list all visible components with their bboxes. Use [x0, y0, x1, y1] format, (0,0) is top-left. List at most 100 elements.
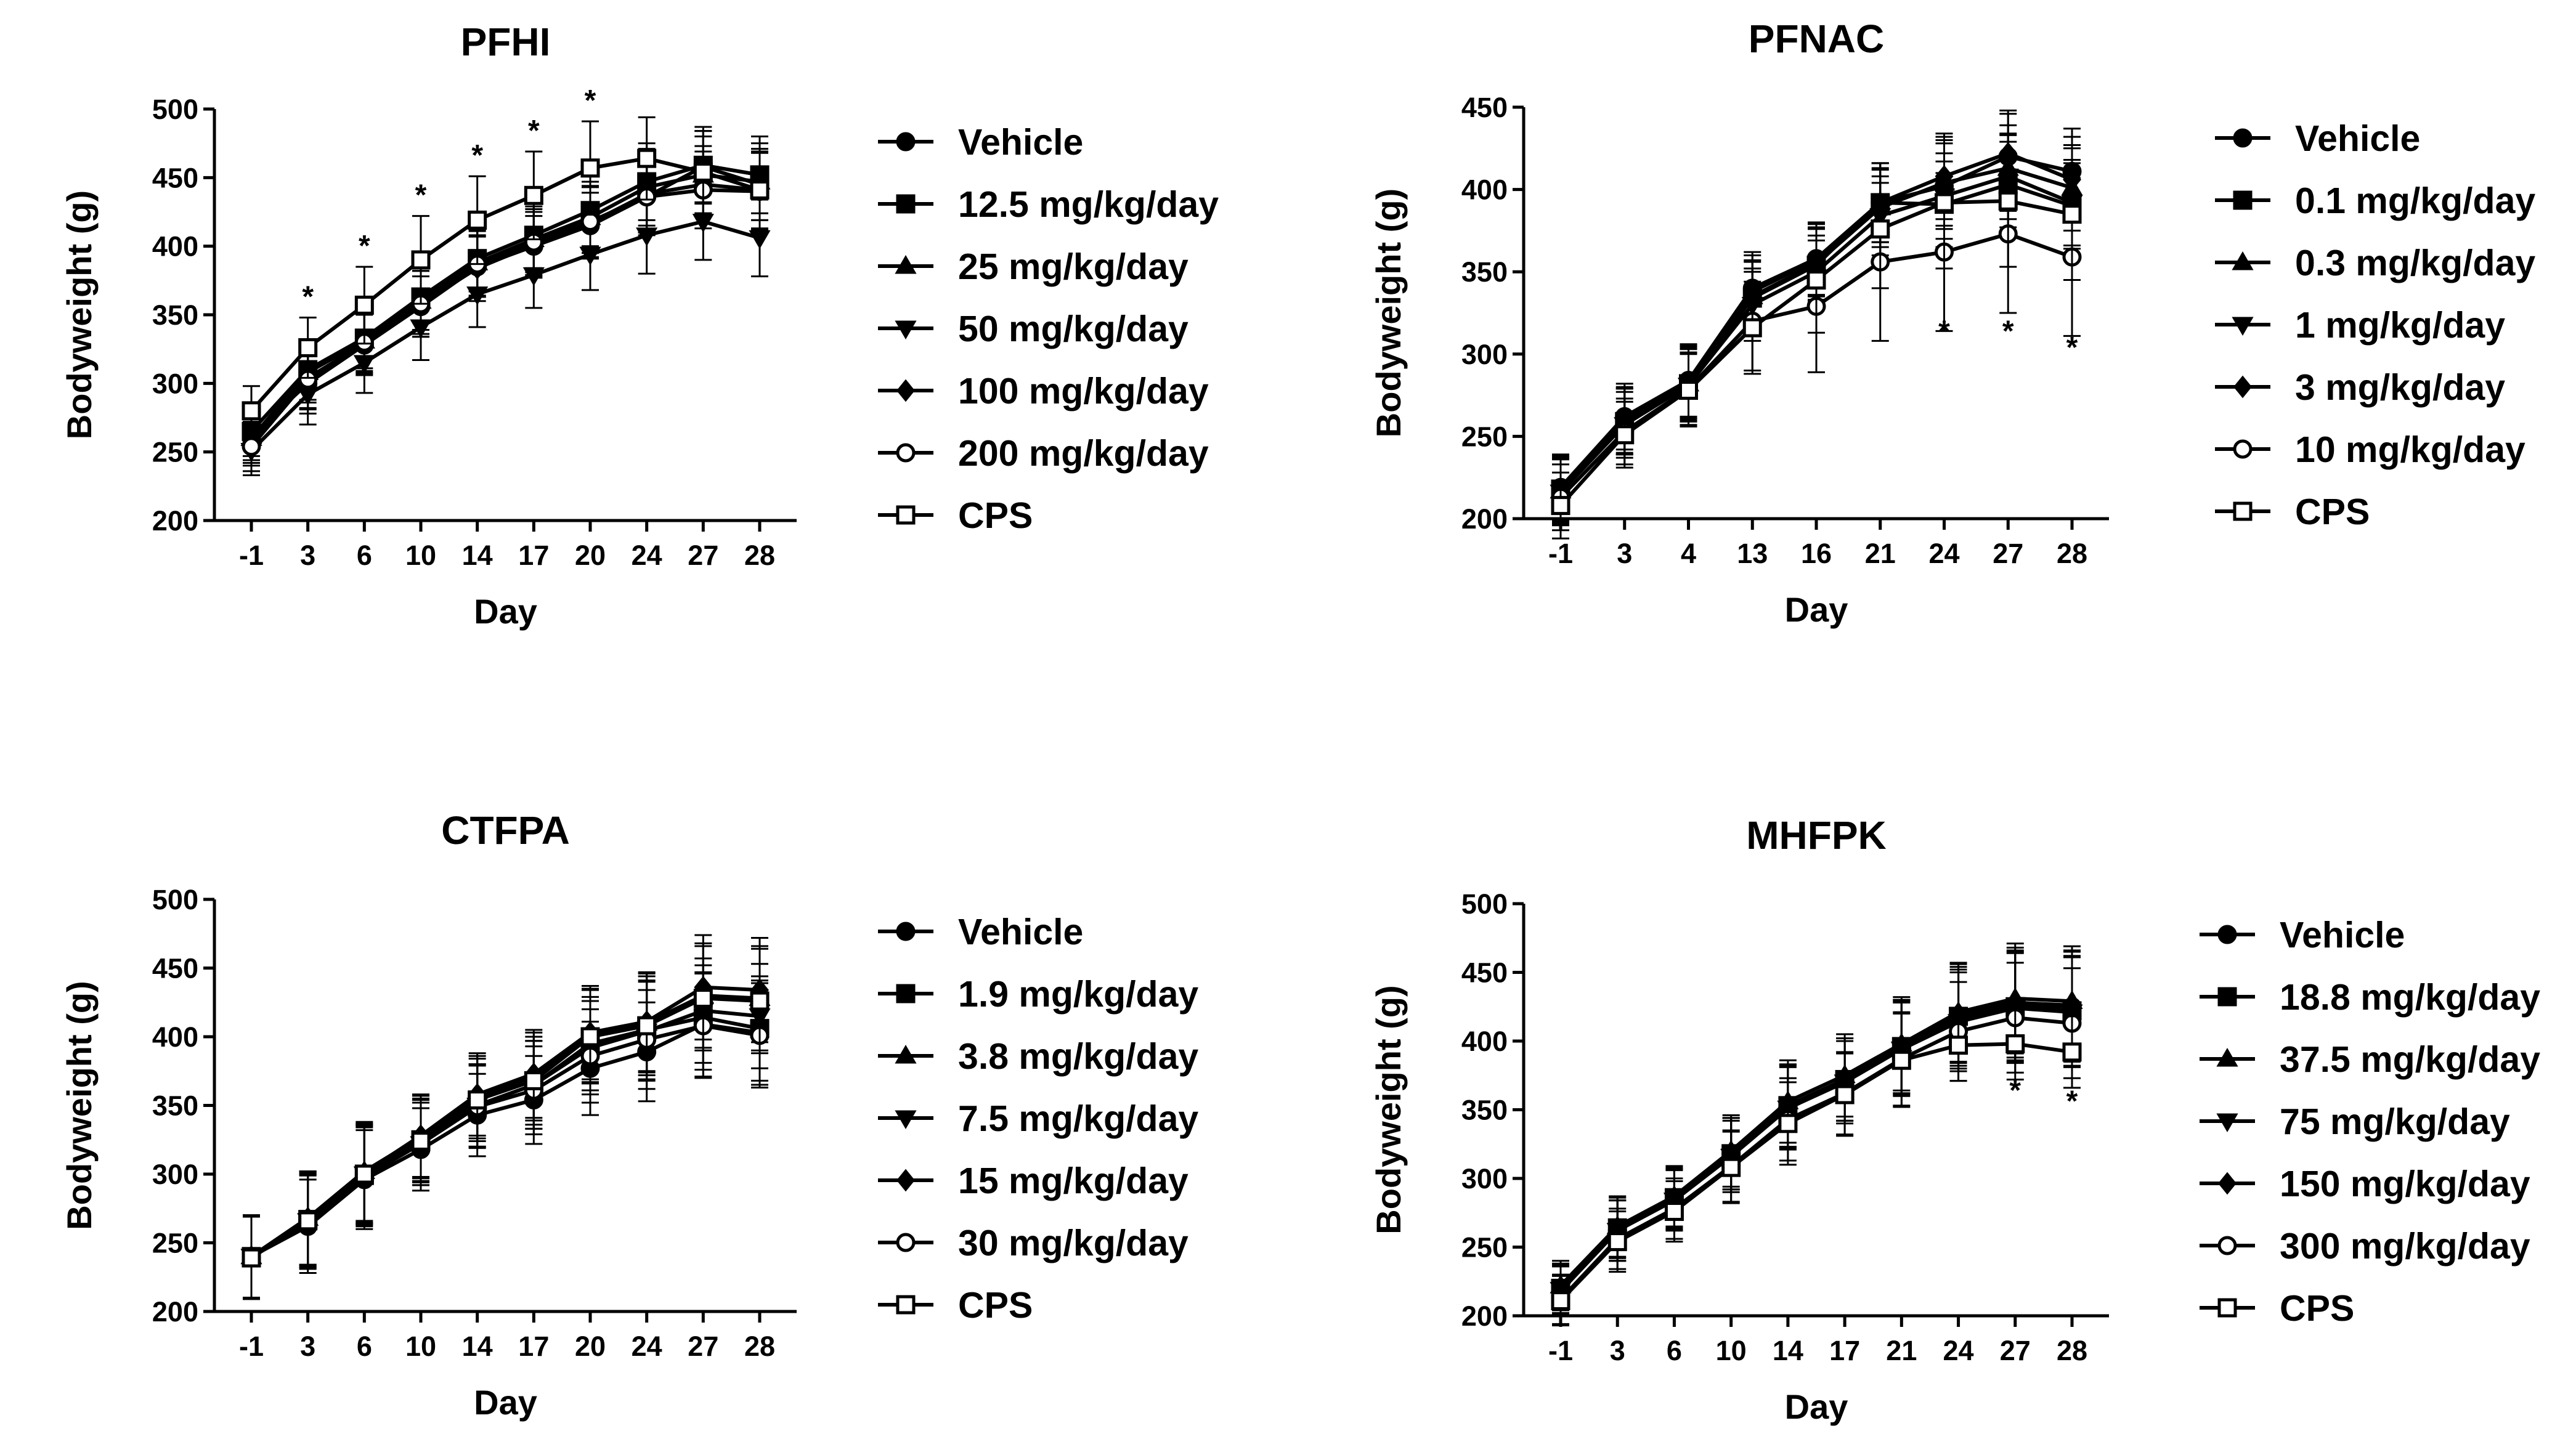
pfnac-legend-label: CPS [2295, 492, 2370, 532]
pfhi-x-tick-label: 20 [575, 540, 606, 571]
pfnac-x-tick-label: 28 [2057, 538, 2087, 569]
ctfpa-legend-marker [896, 984, 916, 1003]
ctfpa-series-line [250, 1024, 760, 1259]
pfnac-x-tick-label: 16 [1801, 538, 1832, 569]
ctfpa-x-label: Day [474, 1383, 537, 1422]
pfhi-legend-label: CPS [958, 495, 1033, 536]
ctfpa-title: CTFPA [441, 808, 570, 853]
pfhi-x-label: Day [474, 592, 537, 631]
pfhi-legend-marker [896, 505, 916, 525]
pfhi-legend-marker [896, 194, 916, 214]
pfhi-significance-star: * [302, 280, 314, 313]
mhfpk-y-tick-label: 300 [1461, 1163, 1508, 1194]
mhfpk-y-tick-label: 450 [1461, 957, 1508, 989]
ctfpa-legend-label: 3.8 mg/kg/day [958, 1036, 1198, 1077]
pfnac-y-tick-label: 400 [1461, 174, 1508, 206]
pfnac-y-tick-label: 300 [1461, 339, 1508, 370]
ctfpa-series-line [250, 985, 760, 1259]
ctfpa-x-tick-label: 20 [575, 1331, 606, 1362]
ctfpa-legend-marker [896, 1169, 915, 1192]
panel-pfnac: PFNAC 200 250 300 350 400 450 -1 3 4 13 16 21 24 27 28 D… [1369, 17, 2535, 629]
ctfpa-legend-marker [895, 1044, 917, 1064]
pfhi-title: PFHI [461, 20, 551, 64]
mhfpk-series-line [1559, 996, 2073, 1287]
ctfpa-series-3 [240, 957, 771, 1299]
ctfpa-x-tick-label: 14 [462, 1331, 493, 1362]
pfhi-x-tick-label: 27 [688, 540, 718, 571]
ctfpa-legend-label: Vehicle [958, 912, 1083, 952]
pfnac-x-tick-label: 24 [1928, 538, 1959, 569]
pfnac-legend-label: 1 mg/kg/day [2295, 305, 2505, 346]
pfnac-legend-label: 3 mg/kg/day [2295, 367, 2505, 408]
mhfpk-legend-marker [2217, 1298, 2237, 1318]
pfhi-significance-star: * [471, 139, 483, 172]
ctfpa-data-point [580, 1027, 600, 1047]
pfnac-data-point [1998, 191, 2018, 211]
mhfpk-significance-star: * [2066, 1085, 2078, 1118]
mhfpk-legend-marker [2217, 925, 2237, 944]
pfnac-x-label: Day [1785, 590, 1848, 629]
pfhi-x-tick-label: 10 [405, 540, 436, 571]
mhfpk-series-line [1559, 1000, 2073, 1292]
pfhi-legend-label: 12.5 mg/kg/day [958, 184, 1219, 225]
pfhi-data-point [298, 338, 318, 357]
mhfpk-y-tick-label: 400 [1461, 1026, 1508, 1057]
ctfpa-data-point [693, 989, 713, 1008]
ctfpa-legend-marker [896, 922, 916, 941]
pfnac-data-point [1806, 270, 1826, 290]
mhfpk-legend-marker [2218, 1172, 2237, 1195]
pfhi-data-point [580, 158, 600, 178]
ctfpa-legend-label: CPS [958, 1285, 1033, 1326]
pfhi-series-line [250, 163, 760, 433]
pfhi-series-line [250, 182, 760, 442]
ctfpa-x-tick-label: 24 [632, 1331, 662, 1362]
pfhi-significance-star: * [359, 230, 370, 262]
ctfpa-x-tick-label: -1 [239, 1331, 264, 1362]
mhfpk-y-tick-label: 200 [1461, 1300, 1508, 1332]
pfnac-x-tick-label: 13 [1737, 538, 1768, 569]
pfhi-data-point [524, 185, 543, 205]
pfhi-legend-marker [896, 379, 915, 402]
pfhi-x-tick-label: 3 [300, 540, 315, 571]
pfnac-data-point [1615, 425, 1635, 445]
pfnac-legend-marker [2233, 501, 2253, 521]
mhfpk-series-line [1559, 1005, 2073, 1290]
ctfpa-y-tick-label: 400 [152, 1021, 198, 1053]
mhfpk-x-tick-label: 28 [2057, 1335, 2087, 1366]
mhfpk-legend-marker [2217, 1236, 2237, 1255]
pfnac-significance-star: * [2066, 331, 2078, 364]
pfnac-significance-star: * [2002, 315, 2014, 347]
panel-ctfpa: CTFPA 200 250 300 350 400 450 500 -1 3 6 10 14 17 20 24… [60, 808, 1198, 1422]
pfhi-series-line [250, 219, 760, 452]
mhfpk-legend-label: 18.8 mg/kg/day [2280, 977, 2540, 1018]
pfhi-y-label: Bodyweight (g) [60, 190, 99, 439]
pfnac-y-tick-label: 200 [1461, 503, 1508, 535]
pfnac-significance-star: * [1938, 315, 1950, 347]
pfhi-legend-marker [895, 320, 917, 340]
mhfpk-data-point [2062, 1042, 2082, 1062]
pfhi-x-tick-label: 14 [462, 540, 493, 571]
ctfpa-data-point [637, 1016, 657, 1036]
pfhi-y-tick-label: 200 [152, 505, 198, 537]
ctfpa-data-point [411, 1131, 431, 1151]
ctfpa-y-tick-label: 300 [152, 1159, 198, 1190]
ctfpa-y-tick-label: 450 [152, 953, 198, 984]
pfhi-series-line [250, 188, 760, 448]
mhfpk-data-point [1835, 1085, 1855, 1105]
pfhi-legend-label: 100 mg/kg/day [958, 371, 1209, 411]
mhfpk-x-tick-label: 17 [1829, 1335, 1860, 1366]
ctfpa-legend-marker [896, 1233, 916, 1252]
pfhi-series-5 [242, 150, 770, 472]
pfnac-legend-label: 0.1 mg/kg/day [2295, 180, 2535, 221]
ctfpa-data-point [750, 991, 770, 1011]
pfhi-legend-marker [895, 254, 917, 274]
ctfpa-series-line [250, 996, 760, 1260]
ctfpa-data-point [242, 1248, 261, 1268]
mhfpk-x-tick-label: 21 [1886, 1335, 1917, 1366]
mhfpk-legend-label: 300 mg/kg/day [2280, 1226, 2530, 1267]
ctfpa-series-line [250, 1008, 760, 1259]
pfhi-data-point [637, 148, 657, 168]
ctfpa-legend-label: 7.5 mg/kg/day [958, 1098, 1198, 1139]
mhfpk-y-tick-label: 350 [1461, 1095, 1508, 1126]
